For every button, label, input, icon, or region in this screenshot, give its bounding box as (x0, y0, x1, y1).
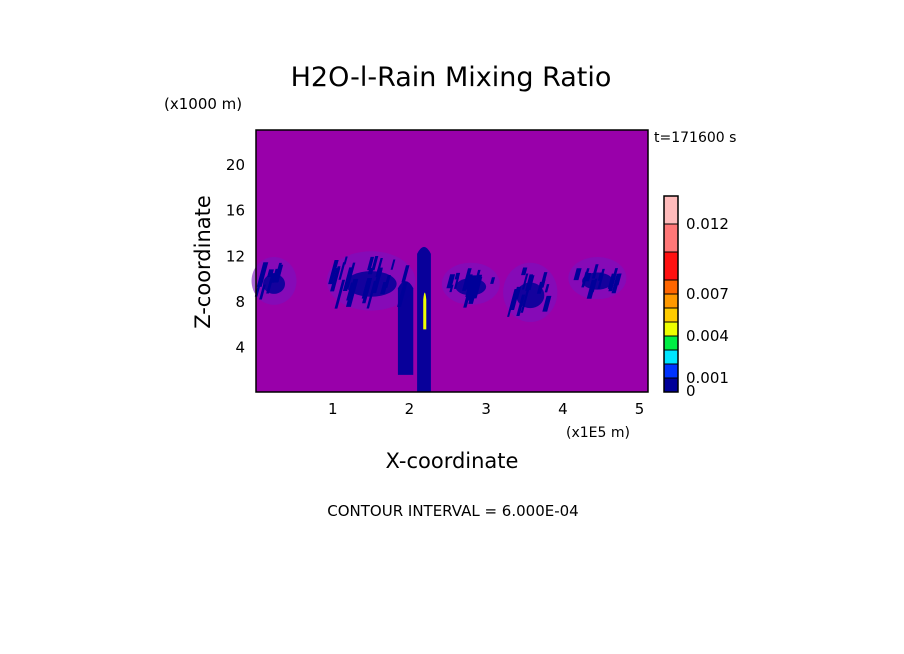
x-axis-ticks: 1 2 3 4 5 (328, 400, 644, 418)
contour-streak (544, 284, 550, 293)
contour-streak (371, 256, 379, 271)
colorbar-tick-label: 0.004 (686, 327, 729, 345)
colorbar-tick-label: 0.007 (686, 285, 729, 303)
contour-streak (254, 271, 265, 297)
contour-rain-shaft-1 (397, 281, 414, 375)
y-tick-label: 20 (226, 156, 245, 174)
colorbar-tick-label: 0.012 (686, 215, 729, 233)
contour-streak (521, 267, 528, 276)
contour-streak (367, 256, 375, 271)
y-tick-label: 12 (226, 247, 245, 265)
colorbar-bin (663, 223, 679, 253)
y-units-label: (x1000 m) (164, 95, 242, 113)
colorbar-tick-label: 0.001 (686, 369, 729, 387)
colorbar: 00.001 0.004 0.007 0.012 (663, 195, 729, 400)
contour-rain-core-peak (423, 292, 427, 330)
contour-interval-footer: CONTOUR INTERVAL = 6.000E-04 (327, 502, 578, 520)
colorbar-bin (663, 279, 679, 295)
contour-rain-band-mid-left (345, 271, 397, 297)
contour-streak (453, 277, 460, 289)
colorbar-bin (663, 307, 679, 323)
contour-streak (540, 279, 546, 288)
colorbar-bin (663, 377, 679, 393)
contour-streak (334, 279, 346, 309)
y-axis-ticks: 4 8 12 16 20 (226, 156, 245, 356)
contour-streak (401, 265, 410, 283)
contour-streak (338, 262, 346, 280)
contour-streak (449, 284, 454, 293)
contour-streak (390, 259, 396, 270)
y-tick-label: 8 (235, 293, 245, 311)
contour-streak (615, 273, 622, 286)
x-tick-label: 1 (328, 400, 338, 418)
contour-rain-band-4 (516, 282, 545, 309)
x-tick-label: 3 (481, 400, 491, 418)
contour-streak (612, 268, 618, 279)
y-tick-label: 16 (226, 202, 245, 220)
colorbar-bin (663, 363, 679, 379)
contour-streak (328, 260, 339, 285)
contour-streak (376, 257, 383, 275)
chart-title: H2O-l-Rain Mixing Ratio (291, 62, 612, 93)
contour-streak (490, 277, 496, 284)
x-units-label: (x1E5 m) (566, 425, 630, 441)
plot-area (251, 129, 649, 393)
contour-rain-band-3 (455, 278, 487, 296)
contour-streak (542, 295, 552, 312)
contour-streak (343, 256, 348, 265)
contour-rain-band-left (263, 273, 286, 294)
colorbar-bin (663, 349, 679, 365)
x-tick-label: 5 (635, 400, 645, 418)
plot-frame (255, 129, 649, 393)
x-tick-label: 2 (405, 400, 415, 418)
colorbar-bin (663, 335, 679, 351)
contour-streak (446, 274, 456, 289)
y-axis-label: Z-coordinate (191, 195, 215, 329)
contour-rain-band-5 (582, 272, 613, 290)
colorbar-bin (663, 321, 679, 337)
colorbar-bin (663, 195, 679, 225)
contour-streak (334, 266, 341, 279)
colorbar-bin (663, 251, 679, 281)
y-tick-label: 4 (235, 338, 245, 356)
colorbar-bin (663, 293, 679, 309)
x-axis-label: X-coordinate (386, 449, 519, 473)
x-tick-label: 4 (558, 400, 568, 418)
time-label: t=171600 s (654, 130, 736, 146)
contour-streak (573, 268, 582, 281)
colorbar-tick-label: 0 (686, 382, 696, 400)
colorbar-frame (663, 195, 679, 393)
